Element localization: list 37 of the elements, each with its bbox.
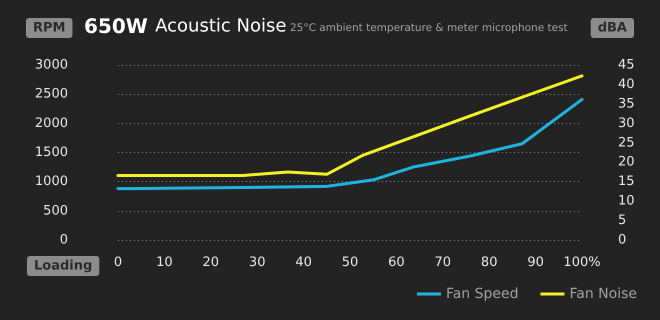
x-tick-label: 0 (114, 255, 122, 270)
y-tick-label: 1000 (34, 174, 68, 190)
x-tick-label: 100% (563, 255, 601, 270)
y2-axis-title: dBA (598, 20, 627, 36)
y-tick-label: 0 (60, 232, 68, 248)
y2-tick-label: 15 (618, 174, 635, 190)
line-series (116, 98, 584, 190)
y2-tick-label: 30 (618, 116, 635, 131)
x-tick-label: 80 (480, 255, 498, 270)
y-tick-label: 1500 (34, 145, 68, 160)
y2-tick-label: 35 (618, 96, 635, 112)
line-series (116, 74, 584, 177)
y2-tick-label: 0 (618, 232, 626, 248)
x-tick-label: 10 (156, 255, 173, 270)
x-tick-label: 30 (248, 255, 266, 270)
y2-tick-label: 45 (618, 58, 635, 72)
x-tick-label: 90 (527, 255, 544, 270)
y-axis-title: RPM (33, 20, 66, 36)
legend-label: Fan Speed (446, 286, 518, 302)
y-tick-label: 500 (43, 203, 68, 218)
y-tick-label: 3000 (34, 58, 68, 72)
x-axis-title: Loading (34, 258, 92, 274)
y2-tick-label: 5 (618, 213, 626, 228)
y2-tick-label: 10 (618, 194, 635, 209)
legend-label: Fan Noise (569, 286, 638, 302)
chart-title: 650W Acoustic Noise (84, 14, 286, 38)
y-tick-label: 2500 (34, 86, 68, 102)
chart-subtitle: 25°C ambient temperature & meter microphone test (290, 22, 568, 34)
y2-tick-label: 25 (618, 135, 635, 150)
x-tick-label: 20 (202, 255, 220, 270)
y-tick-label: 2000 (34, 116, 68, 131)
x-tick-label: 40 (295, 255, 312, 270)
x-tick-label: 50 (342, 255, 358, 270)
x-tick-label: 70 (434, 255, 452, 270)
y2-tick-label: 20 (618, 154, 635, 170)
x-tick-label: 60 (388, 255, 405, 270)
y2-tick-label: 40 (618, 76, 635, 92)
